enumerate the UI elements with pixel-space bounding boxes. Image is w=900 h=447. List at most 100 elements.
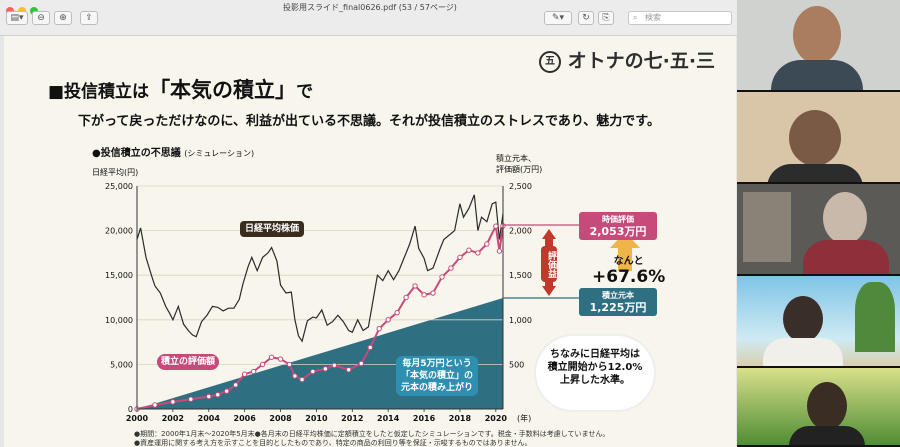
x-tick-label: 2004 <box>198 414 221 423</box>
x-tick-label: 2012 <box>341 414 363 423</box>
pdf-viewer-window: ▤▾ ⊖ ⊕ ⇪ 投影用スライド_final0626.pdf (53 / 57ペ… <box>0 0 737 447</box>
chart-title-main: ●投信積立の不思議 <box>92 148 181 159</box>
market-value-title: 時価評価 <box>602 215 634 224</box>
left-tick-label: 25,000 <box>105 182 133 191</box>
valuation-point <box>439 274 445 280</box>
valuation-point <box>403 294 409 301</box>
window-title: 投影用スライド_final0626.pdf (53 / 57ページ) <box>230 2 510 13</box>
sidebar-toggle-icon[interactable]: ▤▾ <box>6 11 28 25</box>
chart-title-note: (シミュレーション) <box>184 149 255 158</box>
video-tile-3[interactable] <box>737 184 900 276</box>
principal-box: 積立元本 1,225万円 <box>579 288 657 316</box>
x-tick-label: 2014 <box>377 414 400 423</box>
valuation-point <box>277 356 284 362</box>
markup-pen-icon[interactable]: ✎▾ <box>544 11 572 25</box>
right-axis-label-2: 評価額(万円) <box>496 165 543 174</box>
valuation-point <box>376 326 382 332</box>
x-unit-label: (年) <box>517 413 531 423</box>
principal-label-2: 「本気の積立」の <box>400 371 473 381</box>
heading-prefix: ■投信積立は <box>48 82 150 102</box>
valuation-point <box>385 317 391 323</box>
valuation-point <box>421 292 427 298</box>
valuation-point <box>152 402 158 408</box>
brand-logo: 五 オトナの七·五·三 <box>539 46 715 73</box>
x-tick-label: 2010 <box>305 414 328 423</box>
valuation-point <box>215 392 221 398</box>
presentation-slide: 五 オトナの七·五·三 ■投信積立は「本気の積立」で 下がって戻っただけなのに、… <box>4 36 736 447</box>
valuation-point <box>448 265 454 271</box>
valuation-point <box>493 223 499 229</box>
valuation-point <box>484 241 490 247</box>
participant-body <box>803 240 889 274</box>
footnote-line-2: ●資産運用に関する考え方を示すことを目的としたものであり、特定の商品の利回り等を… <box>134 439 532 447</box>
export-icon[interactable]: ⎘ <box>598 11 614 25</box>
principal-label-3: 元本の積み上がり <box>400 383 473 393</box>
document-name: 投影用スライド_final0626.pdf <box>283 3 397 12</box>
heading-emphasis: 「本気の積立」 <box>149 78 297 102</box>
valuation-point <box>268 354 275 360</box>
nikkei-label: 日経平均株価 <box>240 221 304 237</box>
left-tick-label: 20,000 <box>105 227 133 236</box>
zoom-out-icon[interactable]: ⊖ <box>32 11 50 25</box>
gain-prefix: なんと <box>613 256 644 267</box>
video-tile-1[interactable] <box>737 0 900 92</box>
video-tile-5[interactable] <box>737 368 900 447</box>
share-icon[interactable]: ⇪ <box>80 11 98 25</box>
right-tick-label: 500 <box>509 360 524 369</box>
principal-label-1: 毎月5万円という <box>402 359 472 369</box>
nikkei-line <box>136 194 504 343</box>
market-value: 2,053万円 <box>589 225 647 238</box>
participant-video <box>807 382 847 430</box>
slide-subheading: 下がって戻っただけなのに、利益が出ている不思議。それが投信積立のストレスであり、… <box>78 114 661 129</box>
video-tile-4[interactable] <box>737 276 900 368</box>
valuation-point <box>412 283 418 289</box>
note-line-2: 積立開始から12.0% <box>547 362 643 373</box>
valuation-point <box>310 368 316 375</box>
valuation-label: 積立の評価額 <box>157 354 219 370</box>
participant-video <box>783 296 823 342</box>
participant-body <box>771 60 863 90</box>
page-info: (53 / 57ページ) <box>398 3 457 12</box>
participant-video <box>823 192 867 244</box>
footnote: ●期間：2000年1月末～2020年5月末●各月末の日経平均株価に定額積立をした… <box>134 430 609 447</box>
x-tick-label: 2018 <box>449 414 472 423</box>
right-tick-label: 1,500 <box>509 271 532 280</box>
principal-description: 毎月5万円という 「本気の積立」の 元本の積み上がり <box>396 356 478 396</box>
search-input[interactable]: ⌕ 検索 <box>628 11 732 25</box>
x-tick-label: 2000 <box>126 414 149 423</box>
search-icon: ⌕ <box>633 13 638 22</box>
left-tick-label: 5,000 <box>110 360 133 369</box>
right-tick-label: 2,000 <box>509 227 532 236</box>
left-tick-label: 15,000 <box>105 271 133 280</box>
valuation-point <box>259 361 266 368</box>
x-tick-label: 2020 <box>485 414 508 423</box>
participant-video <box>793 6 841 64</box>
left-axis-label: 日経平均(円) <box>92 168 139 177</box>
note-line-3: 上昇した水準。 <box>560 375 630 386</box>
video-tile-2[interactable] <box>737 92 900 184</box>
valuation-point <box>322 366 329 372</box>
zoom-in-icon[interactable]: ⊕ <box>54 11 72 25</box>
participant-body <box>763 338 843 366</box>
valuation-point <box>346 367 352 373</box>
gain-callout: なんと +67.6% <box>592 252 665 287</box>
note-line-1: ちなみに日経平均は <box>550 349 640 360</box>
market-value-box: 時価評価 2,053万円 <box>579 212 657 240</box>
valuation-point <box>457 254 463 261</box>
participant-body <box>767 164 863 182</box>
valuation-point <box>430 290 436 296</box>
valuation-point <box>331 362 338 368</box>
search-placeholder: 検索 <box>645 13 661 22</box>
valuation-point <box>188 396 194 402</box>
valuation-point <box>241 371 248 377</box>
note-cloud: ちなみに日経平均は 積立開始から12.0% 上昇した水準。 <box>536 336 654 410</box>
gain-value: +67.6% <box>592 267 666 287</box>
right-tick-label: 2,500 <box>509 182 532 191</box>
rotate-icon[interactable]: ↻ <box>578 11 594 25</box>
toolbar: ▤▾ ⊖ ⊕ ⇪ 投影用スライド_final0626.pdf (53 / 57ペ… <box>0 0 737 36</box>
principal-value: 1,225万円 <box>589 301 647 314</box>
valuation-point <box>358 360 364 367</box>
valuation-point <box>286 361 293 368</box>
right-tick-label: 1,000 <box>509 316 532 325</box>
valuation-point <box>170 399 176 405</box>
